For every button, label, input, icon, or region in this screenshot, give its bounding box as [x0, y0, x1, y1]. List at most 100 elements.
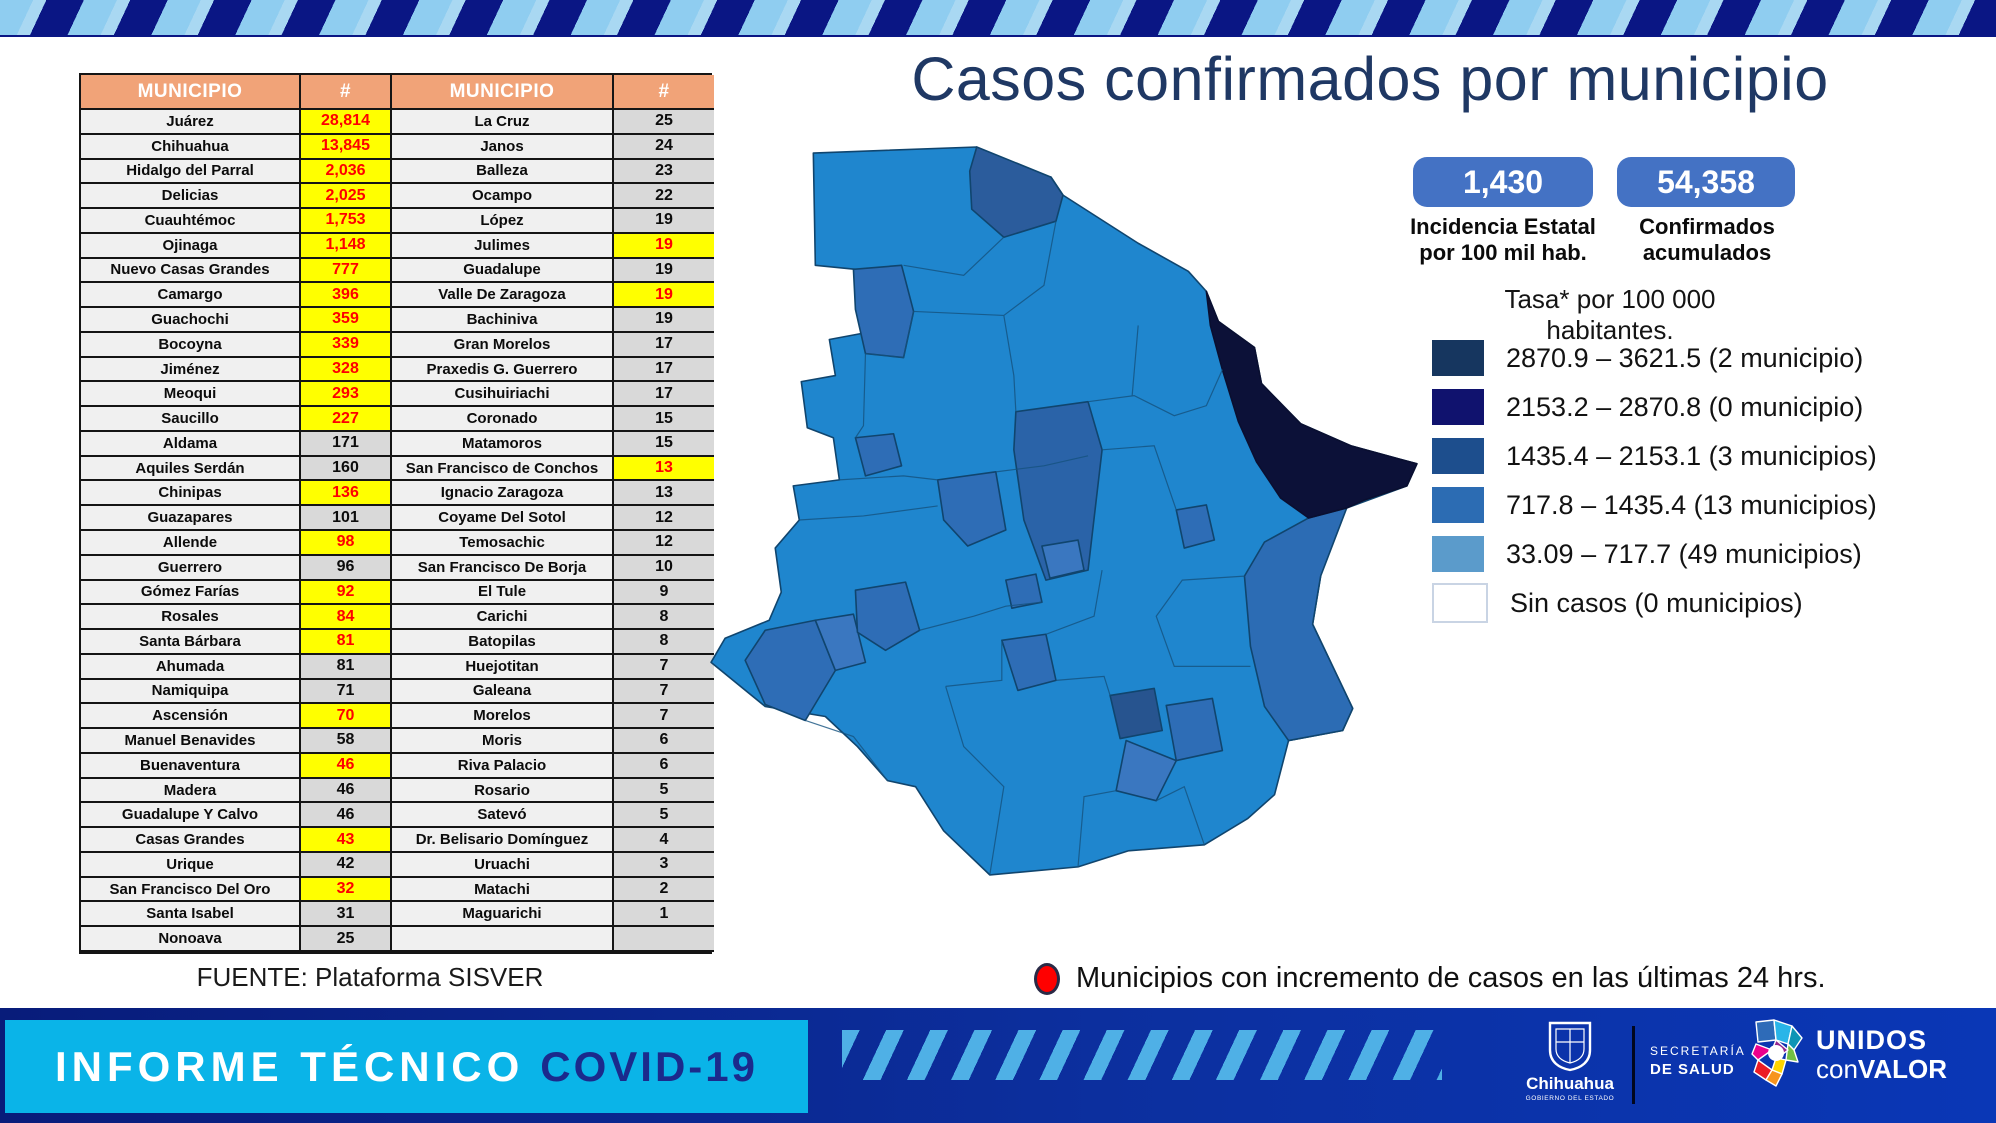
map-legend: 2870.9 – 3621.5 (2 municipio) 2153.2 – 28… — [1432, 340, 1877, 634]
municipality-aldama — [1013, 400, 1103, 581]
count-cell: 43 — [301, 828, 392, 853]
municipality-cell: Batopilas — [392, 630, 614, 655]
count-cell: 4 — [614, 828, 714, 853]
count-cell: 2,025 — [301, 184, 392, 210]
count-cell: 98 — [301, 530, 392, 556]
count-cell: 46 — [301, 803, 392, 829]
municipality-cell: Ignacio Zaragoza — [392, 481, 614, 507]
count-cell: 23 — [614, 159, 714, 185]
count-cell: 17 — [614, 332, 714, 358]
municipality-cell: Maguarichi — [392, 902, 614, 928]
municipality-cell: San Francisco Del Oro — [81, 877, 301, 903]
municipality-cell: Meoqui — [81, 382, 301, 408]
legend-item: Sin casos (0 municipios) — [1432, 583, 1877, 623]
municipality-cell: Nuevo Casas Grandes — [81, 258, 301, 284]
legend-label: 2153.2 – 2870.8 (0 municipio) — [1506, 391, 1864, 422]
count-cell: 10 — [614, 555, 714, 581]
municipality-cell: Cusihuiriachi — [392, 382, 614, 408]
count-cell: 1 — [614, 902, 714, 928]
count-cell: 12 — [614, 530, 714, 556]
legend-item: 717.8 – 1435.4 (13 municipios) — [1432, 487, 1877, 523]
municipality-cell: Balleza — [392, 159, 614, 185]
count-cell: 136 — [301, 481, 392, 507]
cases-table: MUNICIPIO # MUNICIPIO # Juárez 28,814 La C… — [79, 73, 714, 954]
unidos-valor: VALOR — [1857, 1054, 1947, 1084]
legend-label: 1435.4 – 2153.1 (3 municipios) — [1506, 440, 1877, 471]
municipality-cell: Aquiles Serdán — [81, 456, 301, 482]
legend-item: 33.09 – 717.7 (49 municipios) — [1432, 536, 1877, 572]
count-cell: 13 — [614, 481, 714, 507]
count-cell: 24 — [614, 134, 714, 160]
chihuahua-map — [703, 145, 1440, 917]
gobierno-subtitle: GOBIERNO DEL ESTADO — [1525, 1095, 1615, 1102]
municipality-cell: Buenaventura — [81, 753, 301, 779]
municipality-cell: Santa Isabel — [81, 902, 301, 928]
municipality-cell: El Tule — [392, 580, 614, 606]
municipality-cell: Guerrero — [81, 555, 301, 581]
count-cell: 12 — [614, 506, 714, 531]
col-header-count-1: # — [301, 75, 392, 110]
municipality-region-southeast — [1243, 507, 1354, 742]
count-cell: 70 — [301, 704, 392, 730]
municipality-cell: San Francisco De Borja — [392, 555, 614, 581]
count-cell: 7 — [614, 704, 714, 730]
source-note: FUENTE: Plataforma SISVER — [196, 962, 544, 992]
municipality-cell: La Cruz — [392, 110, 614, 135]
count-cell: 22 — [614, 184, 714, 210]
legend-swatch — [1432, 583, 1488, 623]
count-cell: 339 — [301, 332, 392, 358]
count-cell: 84 — [301, 605, 392, 631]
municipality-cell: Urique — [81, 852, 301, 878]
count-cell — [614, 927, 714, 952]
count-cell: 19 — [614, 209, 714, 234]
count-cell: 19 — [614, 258, 714, 284]
count-cell: 46 — [301, 753, 392, 779]
footer-divider — [1632, 1026, 1635, 1104]
municipality-cell: Temosachic — [392, 530, 614, 556]
footer-covid-text: COVID-19 — [540, 1042, 759, 1090]
municipality-cell: Galeana — [392, 679, 614, 705]
legend-label: 2870.9 – 3621.5 (2 municipio) — [1506, 342, 1864, 373]
count-cell: 160 — [301, 456, 392, 482]
count-cell: 7 — [614, 679, 714, 705]
municipality-cell: Nonoava — [81, 927, 301, 952]
municipality-cell: Jiménez — [81, 357, 301, 383]
municipality-patch — [854, 432, 903, 477]
legend-label: 717.8 – 1435.4 (13 municipios) — [1506, 489, 1877, 520]
unidos-con-valor-logo: UNIDOS conVALOR — [1748, 1018, 1947, 1092]
municipality-cell: Bachiniva — [392, 308, 614, 333]
municipality-cell: Aldama — [81, 431, 301, 457]
municipality-cell: Saucillo — [81, 407, 301, 432]
municipality-cell: Praxedis G. Guerrero — [392, 357, 614, 383]
legend-label: Sin casos (0 municipios) — [1510, 587, 1803, 618]
count-cell: 9 — [614, 580, 714, 606]
count-cell: 81 — [301, 654, 392, 680]
count-cell: 293 — [301, 382, 392, 408]
count-cell: 32 — [301, 877, 392, 903]
footer-stripes — [842, 1030, 1442, 1080]
municipality-patch — [854, 581, 921, 652]
municipality-cell: Satevó — [392, 803, 614, 829]
top-banner-stripes — [0, 0, 1996, 37]
count-cell: 101 — [301, 506, 392, 531]
footer-banner: INFORME TÉCNICO COVID-19 Chihuahua GOBIE… — [0, 1008, 1996, 1123]
count-cell: 1,148 — [301, 233, 392, 259]
municipality-juarez — [968, 146, 1064, 239]
gobierno-chihuahua-logo: Chihuahua GOBIERNO DEL ESTADO — [1524, 1020, 1616, 1102]
count-cell: 3 — [614, 852, 714, 878]
municipality-cell: Guachochi — [81, 308, 301, 333]
unidos-line1: UNIDOS — [1816, 1025, 1928, 1055]
municipality-cell: Guadalupe — [392, 258, 614, 284]
count-cell: 13,845 — [301, 134, 392, 160]
municipality-cell: Guadalupe Y Calvo — [81, 803, 301, 829]
municipality-patch — [936, 471, 1007, 547]
count-cell: 328 — [301, 357, 392, 383]
count-cell: 8 — [614, 630, 714, 655]
increase-note: Municipios con incremento de casos en la… — [1034, 962, 1826, 995]
count-cell: 7 — [614, 654, 714, 680]
municipality-cell: Madera — [81, 778, 301, 804]
count-cell: 25 — [614, 110, 714, 135]
count-cell: 396 — [301, 283, 392, 309]
municipality-region-dark-east — [1205, 290, 1418, 519]
count-cell: 31 — [301, 902, 392, 928]
